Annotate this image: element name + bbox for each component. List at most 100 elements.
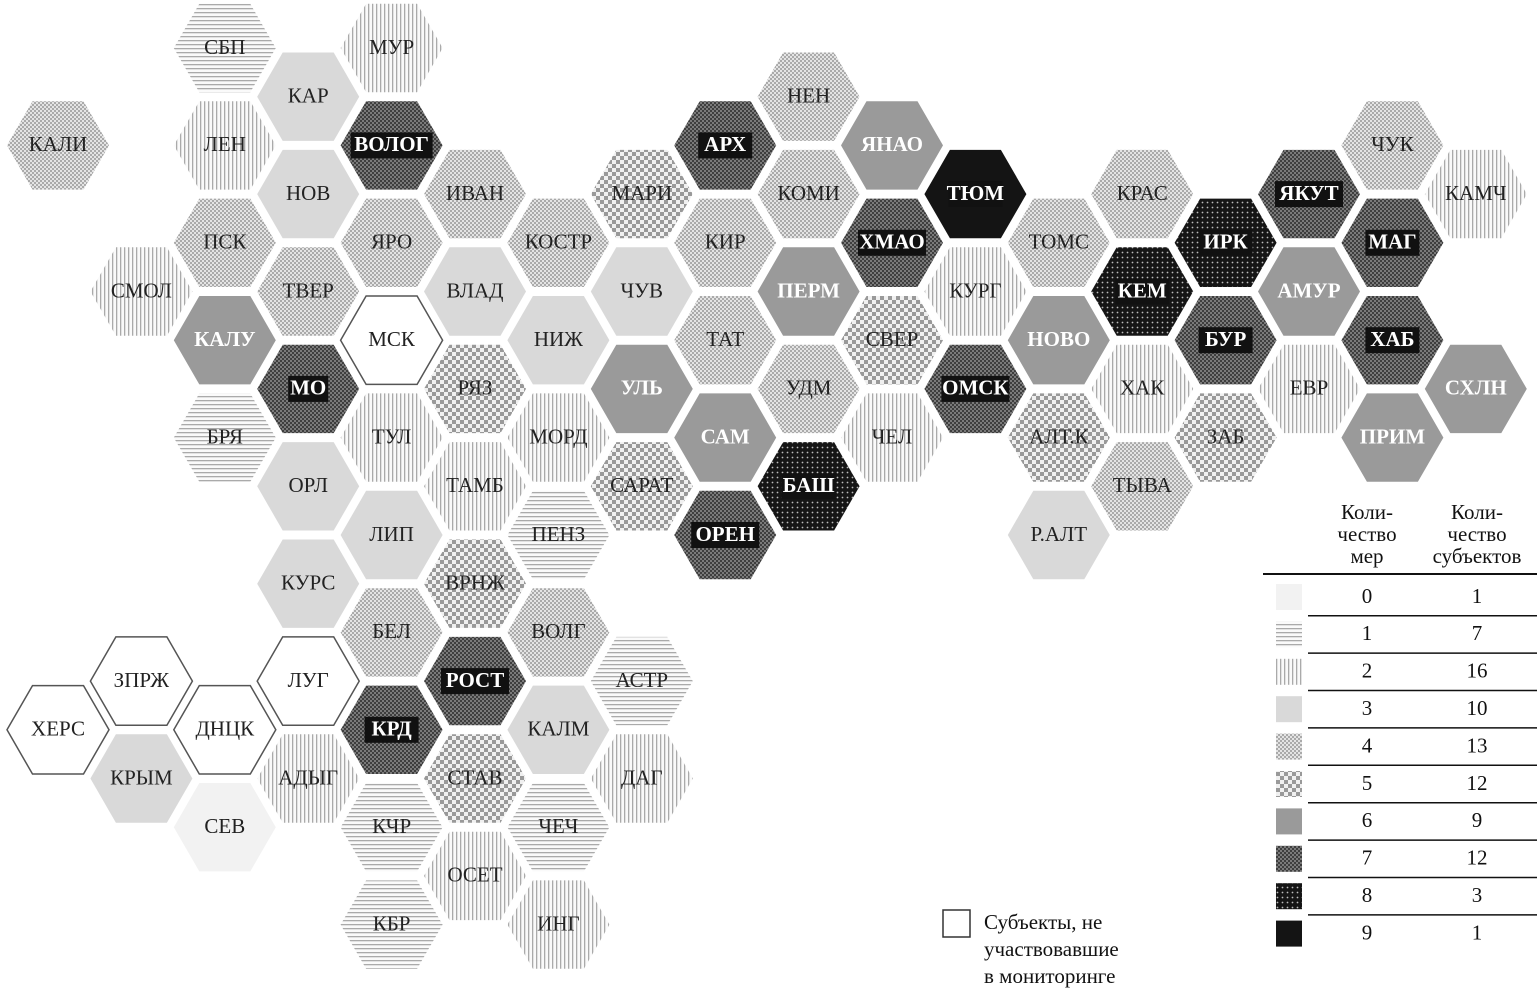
legend-swatch — [1276, 621, 1302, 648]
region-hex — [173, 393, 276, 482]
legend-measures: 9 — [1362, 920, 1373, 944]
region-label: АРХ — [704, 132, 746, 156]
label-box — [1115, 278, 1170, 305]
region-hex — [424, 247, 526, 336]
region-hex — [340, 393, 443, 482]
legend-count: 16 — [1467, 659, 1488, 683]
region-hex — [424, 442, 526, 531]
region-hex — [674, 198, 777, 287]
region-label: ЧУВ — [621, 278, 664, 302]
legend-swatch — [1276, 771, 1302, 797]
region-label: САРАТ — [610, 473, 673, 497]
region-label: АЛТ.К — [1029, 424, 1089, 448]
region-hex — [841, 101, 943, 190]
region-label: ЧЕЧ — [538, 814, 578, 838]
region-label: БАШ — [783, 473, 835, 497]
region-label: АСТР — [615, 668, 668, 692]
region-label: ВРНЖ — [445, 571, 505, 595]
region-hex — [590, 442, 693, 531]
region-label: ЛИП — [369, 522, 414, 546]
region-label: СВЕР — [866, 327, 919, 351]
legend-measures: 8 — [1362, 883, 1373, 907]
label-box — [1365, 229, 1420, 256]
region-hex — [340, 490, 443, 580]
region-hex — [7, 101, 109, 190]
region-label: БРЯ — [207, 424, 243, 448]
legend-measures: 1 — [1362, 621, 1373, 645]
region-hex — [590, 247, 693, 336]
legend-header: Коли- — [1451, 500, 1503, 524]
region-hex — [173, 198, 276, 287]
region-label: ХАБ — [1370, 327, 1414, 351]
region-hex — [173, 3, 276, 93]
region-label: ОСЕТ — [447, 863, 502, 887]
region-label: ТУЛ — [372, 424, 412, 448]
region-label: Р.АЛТ — [1031, 522, 1088, 546]
region-hex — [257, 149, 360, 239]
region-label: МО — [290, 376, 326, 400]
region-label: ЯРО — [371, 230, 412, 254]
region-label: ЕВР — [1290, 376, 1329, 400]
region-label: ТАМБ — [446, 473, 504, 497]
region-label: КАЛИ — [29, 132, 88, 156]
region-hex — [1007, 393, 1110, 482]
region-hex — [1091, 442, 1194, 531]
region-label: ЛУГ — [288, 668, 329, 692]
region-label: СБП — [204, 35, 245, 59]
region-label: МСК — [368, 327, 416, 351]
region-label: КОСТР — [525, 230, 592, 254]
region-hex — [424, 344, 526, 434]
legend-header: чество — [1447, 522, 1506, 546]
label-box — [941, 375, 1010, 402]
region-hex — [1424, 344, 1527, 434]
region-label: МОРД — [529, 424, 587, 448]
region-hex — [507, 588, 610, 677]
region-hex — [1424, 149, 1527, 239]
region-label: КАЛМ — [527, 717, 589, 741]
region-label: СХЛН — [1445, 376, 1507, 400]
region-label: ОМСК — [942, 376, 1009, 400]
region-hex — [257, 734, 360, 823]
legend-count: 3 — [1472, 883, 1483, 907]
legend-swatch — [1276, 696, 1302, 723]
region-hex — [841, 296, 943, 385]
region-label: УЛЬ — [621, 376, 663, 400]
region-label: РЯЗ — [458, 376, 493, 400]
legend-swatch — [1276, 733, 1302, 760]
region-label: ДНЦК — [195, 717, 255, 741]
note: Субъекты, не участвовавшие в мониторинге — [942, 909, 1119, 988]
legend-measures: 7 — [1362, 846, 1373, 870]
note-text: участвовавшие — [984, 937, 1119, 961]
region-hex — [1258, 247, 1360, 336]
label-box — [1365, 327, 1420, 354]
region-label: ЧЕЛ — [872, 424, 912, 448]
region-label: ИВАН — [446, 181, 504, 205]
label-box — [691, 522, 760, 548]
region-label: ЗПРЖ — [114, 668, 170, 692]
region-label: СТАВ — [448, 765, 503, 789]
region-label: ИРК — [1203, 230, 1248, 254]
region-hex — [590, 344, 693, 434]
region-label: КРЫМ — [110, 765, 173, 789]
region-label: САМ — [701, 424, 750, 448]
region-label: НОВО — [1027, 327, 1090, 351]
region-hex — [757, 52, 860, 141]
region-hex — [1091, 149, 1194, 239]
region-label: КАР — [288, 84, 329, 108]
region-label: ХЕРС — [31, 717, 85, 741]
region-hex — [173, 296, 276, 385]
label-box — [858, 229, 926, 256]
region-label: ВОЛГ — [531, 619, 586, 643]
region-hex — [256, 636, 361, 727]
region-label: ТЫВА — [1113, 473, 1173, 497]
region-hex — [173, 101, 276, 190]
label-box — [441, 668, 509, 695]
label-box — [781, 473, 836, 500]
region-hex — [340, 783, 443, 872]
legend-count: 12 — [1467, 846, 1488, 870]
legend-measures: 6 — [1362, 808, 1373, 832]
region-label: ЧУК — [1371, 132, 1415, 156]
region-label: КУРС — [281, 571, 335, 595]
region-label: НОВ — [286, 181, 330, 205]
